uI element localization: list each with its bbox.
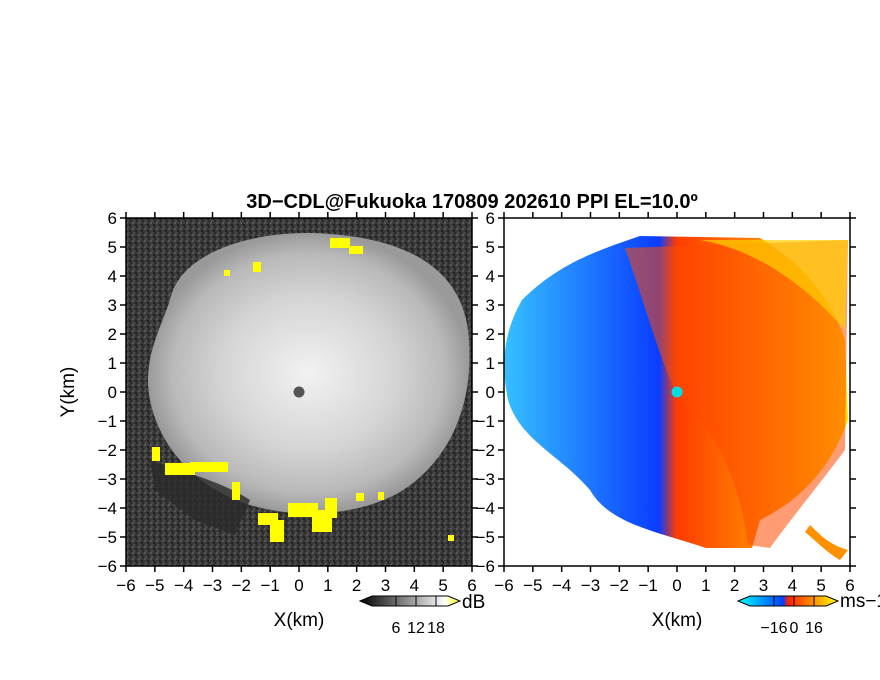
colorbar-tick-label: 0 [790, 620, 799, 637]
y-tick-label: −3 [98, 470, 117, 489]
radar-site-marker [293, 386, 305, 398]
y-tick-label: −5 [98, 528, 117, 547]
y-tick-label: −1 [98, 412, 117, 431]
x-tick-label: 2 [352, 576, 361, 595]
yellow-patch [325, 498, 337, 518]
y-tick-label: −2 [476, 441, 495, 460]
radar-site-marker [671, 386, 683, 398]
yellow-patch [288, 503, 318, 517]
x-tick-label: 3 [759, 576, 768, 595]
colorbar-tick-label: 16 [805, 620, 823, 637]
x-tick-label: 0 [672, 576, 681, 595]
y-tick-label: −1 [476, 412, 495, 431]
y-axis-label: Y(km) [58, 367, 79, 418]
y-tick-label: 1 [108, 354, 117, 373]
x-tick-label: −3 [581, 576, 600, 595]
colorbar-tick-label: 18 [427, 620, 445, 637]
colorbar-tick-label: 6 [392, 620, 401, 637]
yellow-patch [448, 535, 454, 541]
x-tick-label: −4 [552, 576, 571, 595]
yellow-patch [330, 238, 350, 248]
y-tick-label: 6 [486, 209, 495, 228]
y-tick-label: 4 [108, 267, 117, 286]
x-tick-label: 1 [323, 576, 332, 595]
x-tick-label: 5 [816, 576, 825, 595]
yellow-patch [165, 463, 195, 475]
x-tick-label: −1 [638, 576, 657, 595]
x-tick-label: −6 [494, 576, 513, 595]
y-tick-label: −5 [476, 528, 495, 547]
y-tick-label: −4 [98, 499, 117, 518]
x-tick-label: −2 [610, 576, 629, 595]
y-tick-label: −4 [476, 499, 495, 518]
colorbar-unit: ms−1 [840, 591, 880, 612]
y-tick-label: 0 [108, 383, 117, 402]
y-tick-label: 6 [108, 209, 117, 228]
x-tick-label: 2 [730, 576, 739, 595]
x-tick-label: −3 [203, 576, 222, 595]
x-tick-label: 5 [438, 576, 447, 595]
colorbar-tick-label: 12 [407, 620, 425, 637]
y-tick-label: 3 [108, 296, 117, 315]
colorbar-tick-label: −16 [760, 620, 787, 637]
y-tick-label: −2 [98, 441, 117, 460]
colorbar-unit: dB [462, 592, 485, 613]
reflectivity-colorbar: dB 6 12 18 [358, 592, 485, 637]
x-axis-label: X(km) [652, 610, 703, 631]
chart-title: 3D−CDL@Fukuoka 170809 202610 PPI EL=10.0… [246, 191, 698, 213]
y-tick-label: 5 [486, 238, 495, 257]
x-axis-label: X(km) [274, 610, 325, 631]
yellow-patch [190, 462, 228, 472]
yellow-patch [224, 270, 230, 276]
y-tick-label: 1 [486, 354, 495, 373]
x-tick-label: −5 [145, 576, 164, 595]
y-tick-label: 5 [108, 238, 117, 257]
yellow-patch [349, 246, 363, 254]
y-tick-label: −6 [476, 557, 495, 576]
yellow-patch [152, 447, 160, 461]
velocity-colorbar: ms−1 −160 16 [736, 591, 880, 637]
x-tick-label: 3 [381, 576, 390, 595]
x-tick-label: 4 [410, 576, 419, 595]
yellow-patch [356, 493, 364, 501]
high-reflectivity-patches [152, 238, 454, 542]
x-tick-label: −6 [116, 576, 135, 595]
echo-region [148, 233, 470, 514]
y-tick-label: 4 [486, 267, 495, 286]
y-tick-label: −3 [476, 470, 495, 489]
yellow-patch [232, 482, 240, 500]
x-tick-label: 1 [701, 576, 710, 595]
y-tick-label: −6 [98, 557, 117, 576]
y-tick-label: 0 [486, 383, 495, 402]
y-tick-label: 3 [486, 296, 495, 315]
x-tick-label: −1 [260, 576, 279, 595]
yellow-patch [253, 262, 261, 272]
yellow-patch [270, 520, 284, 542]
yellow-patch [378, 492, 384, 500]
colorbar-gradient [358, 595, 462, 607]
x-tick-label: 6 [845, 576, 854, 595]
y-tick-label: 2 [108, 325, 117, 344]
x-tick-label: −4 [174, 576, 193, 595]
x-tick-label: −2 [232, 576, 251, 595]
x-tick-label: −5 [523, 576, 542, 595]
x-tick-label: 4 [788, 576, 797, 595]
x-tick-label: 0 [294, 576, 303, 595]
colorbar-gradient [736, 595, 840, 607]
y-tick-label: 2 [486, 325, 495, 344]
x-tick-label: 6 [467, 576, 476, 595]
